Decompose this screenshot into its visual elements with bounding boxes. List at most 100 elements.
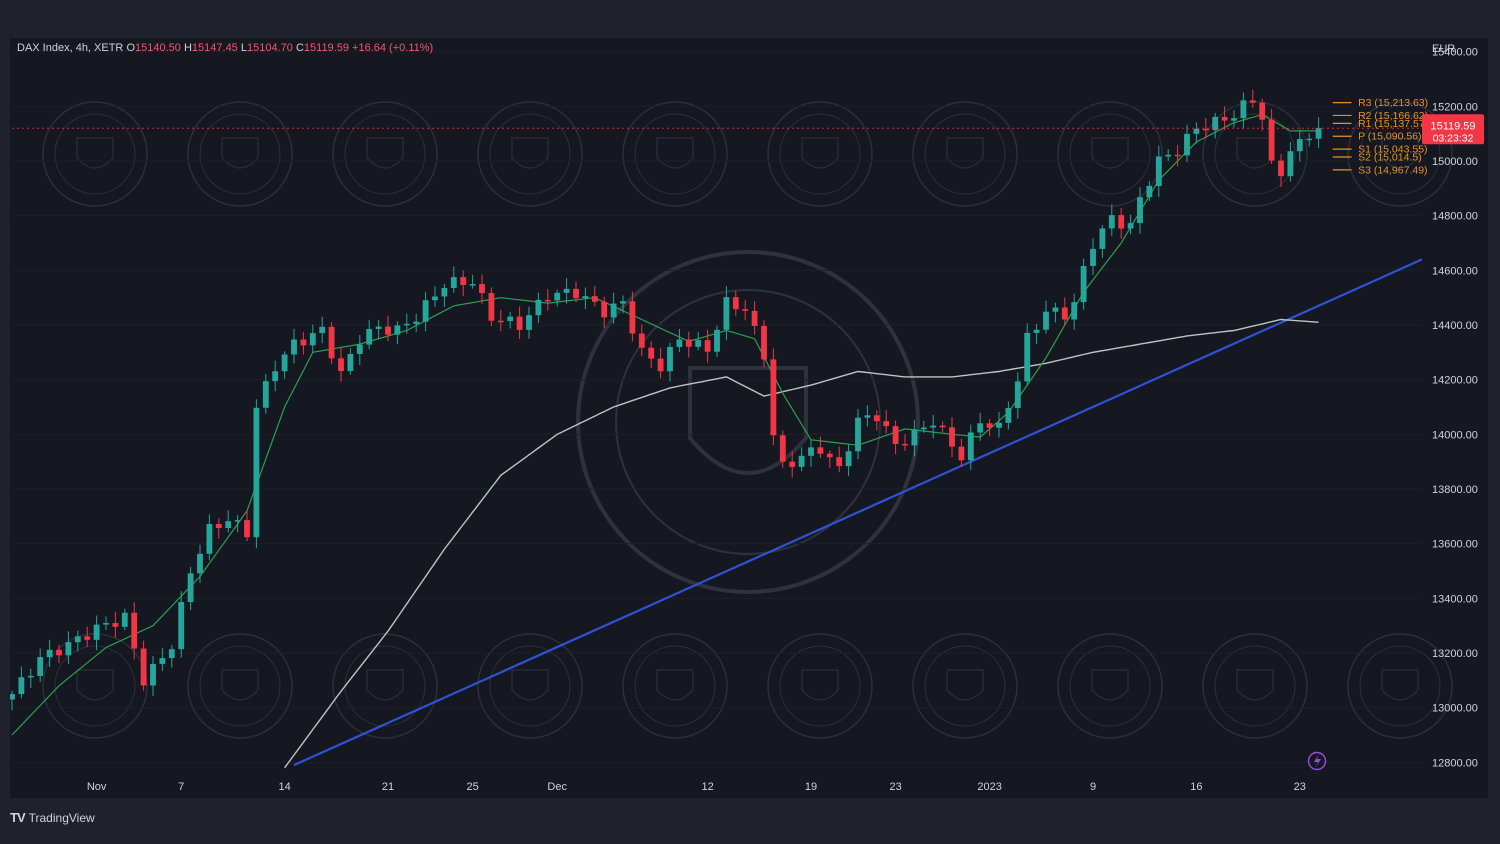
candle [1061, 297, 1068, 326]
candle [1099, 225, 1106, 258]
watermark-shield [946, 137, 984, 169]
candle [836, 446, 843, 473]
candle [845, 444, 852, 477]
change-value: +16.64 (+0.11%) [352, 42, 434, 54]
candle-body [798, 455, 805, 467]
candle [319, 316, 326, 344]
candle-body [18, 677, 25, 694]
candle-body [1146, 185, 1153, 198]
candle-body [883, 421, 890, 427]
candle-body [46, 649, 53, 658]
pivot-label-r2: R2 (15,166.62) [1358, 110, 1428, 122]
lightning-icon[interactable] [1307, 751, 1327, 771]
candle [375, 320, 382, 340]
candle-body [779, 435, 786, 462]
candle [808, 440, 814, 467]
candle [648, 341, 655, 369]
candle-body [187, 573, 194, 603]
candle-body [629, 301, 636, 334]
candle [338, 347, 344, 382]
watermark-inner-ring [779, 645, 861, 727]
candlestick-chart[interactable]: R3 (15,213.63)R2 (15,166.62)R1 (15,137.5… [10, 38, 1488, 798]
candle [178, 591, 185, 658]
candle-body [591, 296, 598, 302]
x-tick-label: 7 [178, 781, 184, 793]
sma-line [284, 318, 1319, 769]
y-tick-label: 15000.00 [1432, 156, 1478, 168]
watermark-ring [477, 633, 583, 739]
candle [413, 313, 420, 333]
candle [855, 409, 861, 460]
x-tick-label: Dec [547, 781, 567, 793]
candle-body [1193, 128, 1200, 134]
watermark-large-emblem-icon [576, 250, 920, 594]
candle-body [620, 301, 626, 304]
current-price-label: 15119.59 [1430, 120, 1475, 132]
candle [516, 306, 523, 340]
candle-body [300, 339, 307, 346]
candle [789, 451, 796, 478]
candle-body [1024, 332, 1031, 382]
candle [497, 309, 504, 332]
high-value: 15147.45 [191, 42, 238, 54]
candle-body [723, 297, 730, 330]
pivot-label-s2: S2 (15,014.5) [1358, 152, 1422, 164]
candle-body [1240, 100, 1247, 119]
lightning-bolt [1314, 754, 1321, 768]
candle [1108, 204, 1115, 236]
candle-body [413, 321, 420, 324]
candle-body [1212, 116, 1219, 131]
watermark-shield [1236, 137, 1274, 169]
candle-body [1315, 128, 1322, 139]
candle-body [601, 301, 608, 318]
watermark-inner-ring [489, 113, 571, 195]
pivot-label-r3: R3 (15,213.63) [1358, 97, 1428, 109]
lightning-ring [1307, 751, 1327, 771]
candle [676, 329, 683, 353]
watermark-inner-ring [199, 113, 281, 195]
candle-body [121, 612, 128, 627]
watermark-emblem-icon [1347, 101, 1453, 207]
candle-body [366, 328, 373, 345]
candle [779, 430, 786, 468]
candle [742, 300, 749, 321]
candle [356, 334, 363, 365]
candle [883, 410, 890, 434]
watermark-ring [1202, 633, 1308, 739]
watermark-emblem-icon [912, 633, 1018, 739]
y-tick-label: 14000.00 [1432, 429, 1478, 441]
candle-body [1118, 215, 1125, 229]
y-tick-label: 15400.00 [1432, 47, 1478, 59]
candle-body [544, 299, 551, 302]
currency-label: EUR [1432, 43, 1455, 55]
candle [403, 313, 410, 334]
watermark-inner-ring [924, 645, 1006, 727]
candle-body [93, 624, 100, 640]
candle [150, 656, 156, 696]
candle [131, 602, 138, 660]
y-tick-label: 12800.00 [1432, 757, 1478, 769]
candle [1165, 149, 1172, 162]
candle-body [319, 326, 326, 334]
candle-body [178, 602, 185, 650]
y-tick-label: 14400.00 [1432, 320, 1478, 332]
candle-body [911, 429, 918, 446]
watermark-ring [1057, 101, 1163, 207]
candle [206, 514, 213, 561]
candle [958, 438, 965, 468]
low-label: L [240, 42, 247, 54]
candle [1005, 401, 1012, 430]
candle [10, 690, 15, 711]
watermark-emblem-icon [332, 101, 438, 207]
candle-body [836, 457, 843, 467]
watermark-inner-ring [634, 113, 716, 195]
candle [1240, 92, 1247, 129]
tradingview-brand[interactable]: TV TradingView [10, 810, 95, 825]
candle [432, 286, 438, 307]
candle [27, 668, 34, 688]
watermark-shield [221, 669, 259, 701]
candle [469, 274, 476, 289]
watermark-shield [511, 137, 549, 169]
candle-body [488, 293, 495, 321]
watermark-inner-ring [344, 645, 426, 727]
